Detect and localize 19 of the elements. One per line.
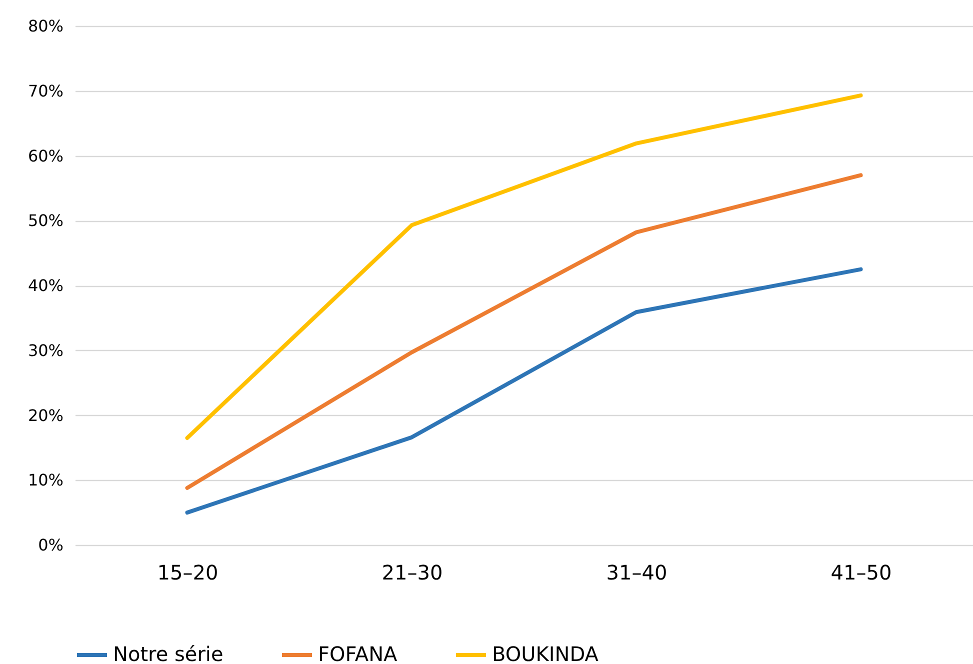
- x-tick-label: 31–40: [606, 560, 668, 584]
- y-tick-label: 60%: [28, 146, 64, 166]
- line-series: [185, 267, 863, 515]
- x-tick-label: 41–50: [830, 560, 892, 584]
- x-tick-label: 21–30: [382, 560, 443, 584]
- line-series: [185, 93, 863, 440]
- legend-label: Notre série: [113, 642, 224, 664]
- y-tick-label: 40%: [28, 276, 64, 295]
- x-tick-label: 15–20: [157, 560, 218, 584]
- y-tick-label: 30%: [28, 340, 64, 360]
- y-tick-label: 50%: [28, 211, 64, 230]
- y-tick-label: 0%: [38, 536, 64, 554]
- legend-label: BOUKINDA: [492, 642, 599, 664]
- y-tick-label: 70%: [28, 81, 64, 100]
- y-tick-label: 10%: [28, 470, 64, 490]
- y-tick-label: 20%: [28, 406, 64, 425]
- line-series: [185, 173, 863, 490]
- legend-label: FOFANA: [318, 642, 398, 664]
- y-tick-label: 80%: [28, 16, 64, 36]
